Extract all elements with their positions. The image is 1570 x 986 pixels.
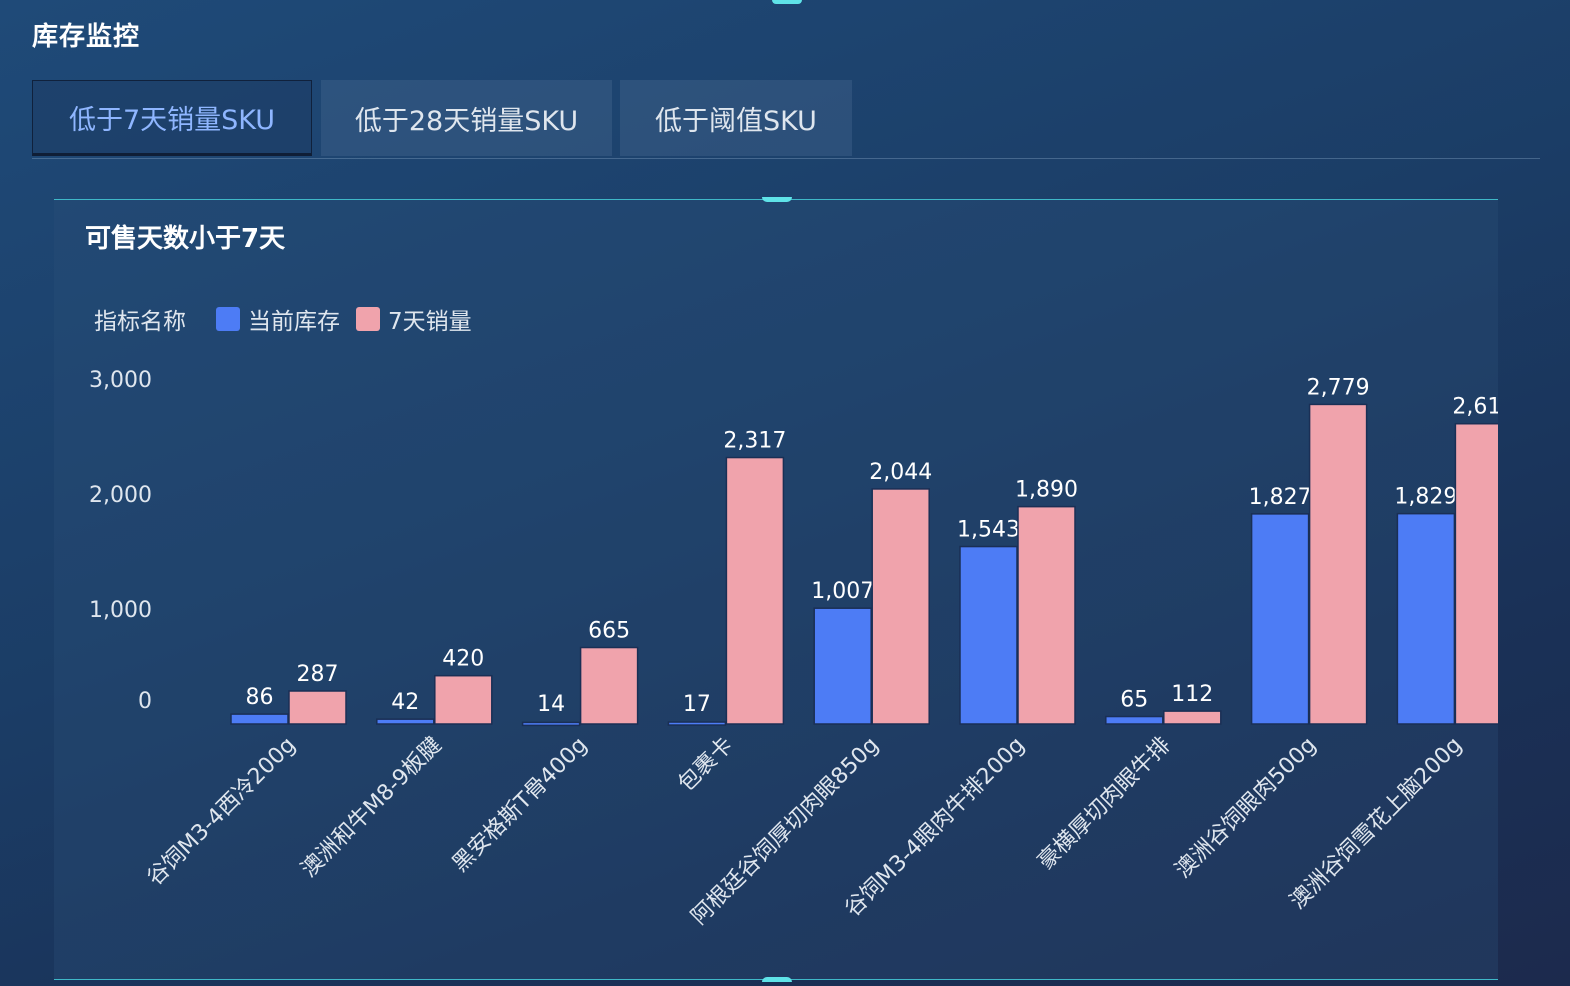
legend-label-7-day-sales: 7天销量 [388,309,472,335]
bar-7-day-sales-8 [1454,422,1498,725]
bar-7-day-sales-0 [288,690,347,725]
bar-current-stock-7 [1250,513,1310,725]
value-label-current-stock-8: 1,829 [1394,485,1457,510]
bar-current-stock-8 [1396,512,1456,725]
category-label-1: 澳洲和牛M8-9板腱 [297,733,447,883]
legend-title: 指标名称 [94,309,186,335]
legend-swatch-current-stock [216,307,240,331]
y-tick-label-1000: 1,000 [89,598,152,623]
chart-panel: 可售天数小于7天 指标名称 当前库存 7天销量 0 1,000 2,000 3,000… [54,197,1498,982]
bar-7-day-sales-1 [434,674,493,725]
bar-current-stock-6 [1105,715,1164,725]
bar-7-day-sales-6 [1163,710,1222,725]
panel-notch-bottom [762,977,792,982]
value-label-current-stock-7: 1,827 [1249,485,1312,510]
bar-7-day-sales-2 [579,646,639,725]
bar-7-day-sales-5 [1017,505,1076,725]
category-label-2: 黑安格斯T骨400g [448,733,593,878]
value-label-7-day-sales-2: 665 [588,619,630,644]
value-label-7-day-sales-3: 2,317 [723,429,786,454]
value-label-current-stock-2: 14 [537,692,565,717]
value-label-current-stock-0: 86 [246,685,274,710]
category-label-0: 谷饲M3-4西冷200g [142,733,300,891]
value-label-7-day-sales-7: 2,779 [1307,375,1370,400]
bar-chart: 0 1,000 2,000 3,000 86 287 谷饲M3-4西冷200g 42 420 澳洲… [89,368,1498,930]
legend-item-7-day-sales[interactable]: 7天销量 [356,302,472,336]
chart-legend: 指标名称 当前库存 7天销量 [94,302,488,336]
value-label-7-day-sales-1: 420 [442,647,484,672]
legend-item-current-stock[interactable]: 当前库存 [216,302,340,336]
panel-title: 可售天数小于7天 [85,224,286,254]
panel-notch-top [762,197,792,202]
page-title: 库存监控 [32,22,141,52]
value-label-7-day-sales-6: 112 [1171,682,1213,707]
value-label-current-stock-6: 65 [1120,688,1148,713]
value-label-7-day-sales-4: 2,044 [869,460,932,485]
y-tick-label-0: 0 [138,689,152,714]
value-label-current-stock-3: 17 [683,692,711,717]
bar-current-stock-1 [376,718,435,725]
value-label-7-day-sales-5: 1,890 [1015,478,1078,503]
value-label-current-stock-4: 1,007 [811,579,874,604]
top-notch [772,0,802,4]
bar-current-stock-4 [813,607,872,725]
legend-label-current-stock: 当前库存 [248,309,340,335]
value-label-current-stock-5: 1,543 [957,518,1020,543]
tab-below-28-day-sales[interactable]: 低于28天销量SKU [321,80,612,156]
value-label-7-day-sales-0: 287 [297,662,339,687]
bar-current-stock-0 [230,713,289,725]
value-label-current-stock-1: 42 [391,690,419,715]
bar-7-day-sales-3 [725,456,785,725]
category-label-6: 豪横厚切肉眼牛排 [1033,733,1175,875]
legend-swatch-7-day-sales [356,307,380,331]
bar-7-day-sales-7 [1308,403,1368,725]
bar-7-day-sales-4 [871,488,930,725]
category-label-8: 澳洲谷饲雪花上脑200g [1285,733,1467,915]
category-label-3: 包裹卡 [674,733,738,797]
bar-current-stock-3 [667,721,727,726]
value-label-7-day-sales-8: 2,611 [1452,395,1498,420]
y-tick-label-2000: 2,000 [89,483,152,508]
y-tick-label-3000: 3,000 [89,368,152,393]
tab-below-threshold[interactable]: 低于阈值SKU [620,80,852,156]
tab-bar: 低于7天销量SKU 低于28天销量SKU 低于阈值SKU [32,80,1540,159]
bar-current-stock-5 [959,545,1018,725]
category-label-7: 澳洲谷饲眼肉500g [1171,733,1322,884]
bar-current-stock-2 [521,721,581,727]
tab-below-7-day-sales[interactable]: 低于7天销量SKU [32,80,312,156]
